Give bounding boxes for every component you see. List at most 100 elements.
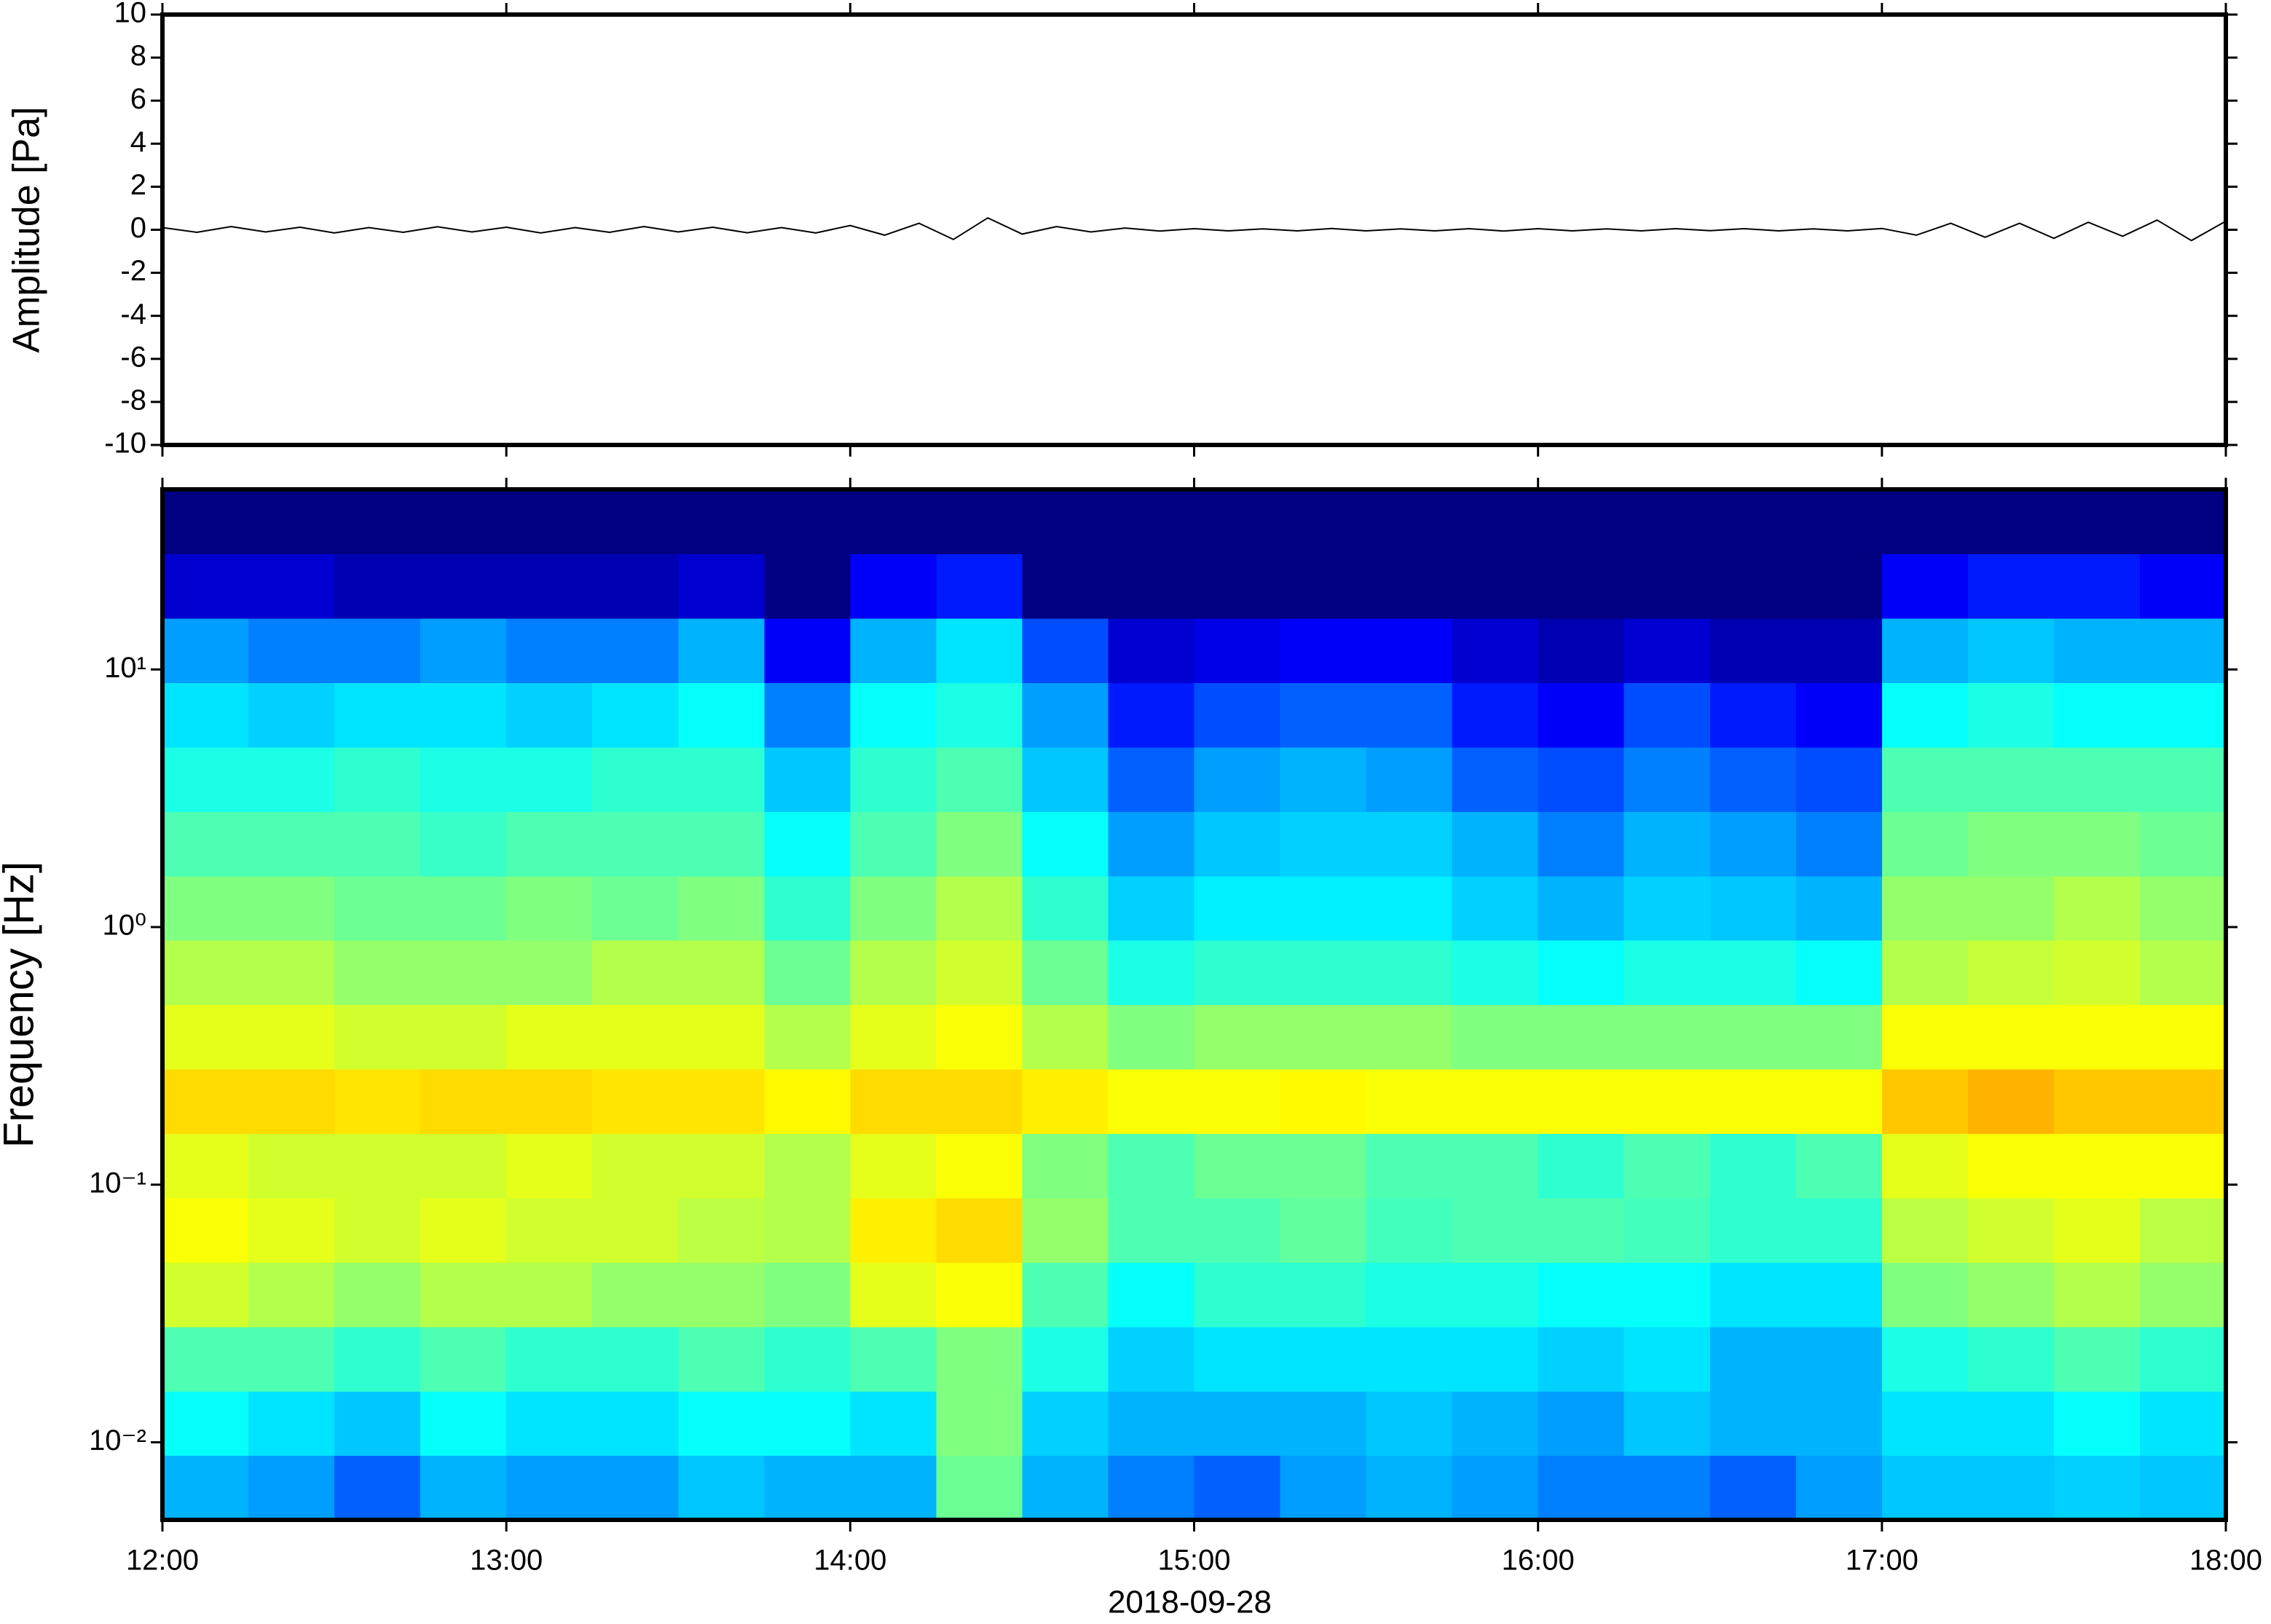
spectrogram-cell — [506, 1069, 593, 1135]
spectrogram-cell — [1623, 489, 1711, 555]
spectrogram-cell — [1709, 1004, 1797, 1070]
spectrogram-cell — [1280, 940, 1367, 1006]
spectrogram-cell — [1881, 940, 1969, 1006]
spectrogram-cell — [248, 1455, 335, 1521]
spectrogram-cell — [2053, 553, 2141, 619]
spectrogram-cell — [1194, 875, 1281, 941]
spectrogram-cell — [1881, 875, 1969, 941]
spectrogram-cell — [1194, 553, 1281, 619]
spectrogram-cell — [592, 1133, 679, 1199]
spectrogram-cell — [936, 1004, 1023, 1070]
spectrogram-cell — [2053, 1391, 2141, 1457]
spectrogram-cell — [1022, 1391, 1109, 1457]
spectrogram-cell — [1022, 811, 1109, 877]
spectrogram-cell — [1452, 1069, 1539, 1135]
spectrogram-cell — [1881, 1133, 1969, 1199]
spectrogram-cell — [506, 1004, 593, 1070]
spectrogram-cell — [162, 1197, 249, 1263]
spectrogram-cell — [248, 553, 335, 619]
spectrogram-cell — [1881, 1455, 1969, 1521]
spectrogram-cell — [420, 811, 507, 877]
spectrogram-cell — [162, 1069, 249, 1135]
spectrogram-cell — [1709, 489, 1797, 555]
spectrogram-cell — [850, 1391, 937, 1457]
spectrogram-cell — [1709, 682, 1797, 748]
spectrogram-cell — [1452, 1004, 1539, 1070]
spectrogram-cell — [162, 682, 249, 748]
spectrogram-cell — [1538, 682, 1625, 748]
y-tick-label: -2 — [120, 255, 146, 287]
spectrogram-cell — [1194, 1262, 1281, 1328]
spectrogram-cell — [592, 553, 679, 619]
spectrogram-cell — [506, 1197, 593, 1263]
spectrogram-cell — [1022, 1133, 1109, 1199]
spectrogram-cell — [1967, 553, 2055, 619]
spectrogram-cell — [1280, 1455, 1367, 1521]
spectrogram-cell — [1108, 1069, 1195, 1135]
spectrogram-cell — [764, 746, 851, 812]
spectrogram-cell — [334, 1391, 421, 1457]
spectrogram-cell — [248, 746, 335, 812]
spectrogram-cell — [592, 746, 679, 812]
spectrogram-cell — [1108, 811, 1195, 877]
spectrogram-cell — [2053, 1133, 2141, 1199]
spectrogram-cell — [1967, 940, 2055, 1006]
spectrogram-cell — [2139, 1004, 2227, 1070]
spectrogram-cell — [764, 1004, 851, 1070]
spectrogram-cell — [1709, 618, 1797, 683]
spectrogram-cell — [1538, 1197, 1625, 1263]
spectrogram-cell — [1280, 682, 1367, 748]
spectrogram-cell — [592, 811, 679, 877]
spectrogram-cell — [1366, 1069, 1453, 1135]
spectrogram-cell — [506, 682, 593, 748]
spectrogram-cell — [162, 489, 249, 555]
spectrogram-cell — [1709, 1391, 1797, 1457]
spectrogram-cell — [1452, 489, 1539, 555]
spectrogram-cell — [592, 1455, 679, 1521]
spectrogram-cell — [1280, 553, 1367, 619]
spectrogram-cell — [1022, 682, 1109, 748]
spectrogram-cell — [678, 1455, 765, 1521]
spectrogram-cell — [1538, 1391, 1625, 1457]
spectrogram-cell — [1795, 875, 1883, 941]
spectrogram-cell — [2053, 1004, 2141, 1070]
spectrogram-cell — [420, 1004, 507, 1070]
spectrogram-cell — [334, 682, 421, 748]
y-tick-label: -4 — [120, 298, 146, 330]
spectrogram-cell — [2139, 875, 2227, 941]
spectrogram-cell — [1366, 1004, 1453, 1070]
spectrogram-cell — [248, 489, 335, 555]
spectrogram-cell — [1881, 553, 1969, 619]
spectrogram-cell — [2139, 1326, 2227, 1392]
spectrogram-cell — [1967, 875, 2055, 941]
y-tick-label: -10 — [104, 427, 146, 460]
spectrogram-cell — [1280, 489, 1367, 555]
spectrogram-cell — [506, 811, 593, 877]
spectrogram-cell — [1452, 1197, 1539, 1263]
spectrogram-cell — [1280, 1069, 1367, 1135]
spectrogram-cell — [1795, 746, 1883, 812]
spectrogram-cell — [1108, 682, 1195, 748]
spectrogram-cell — [162, 875, 249, 941]
spectrogram-cell — [1366, 811, 1453, 877]
spectrogram-cell — [1452, 682, 1539, 748]
spectrogram-cell — [1366, 1455, 1453, 1521]
spectrogram-cell — [936, 811, 1023, 877]
spectrogram-cell — [1623, 1133, 1711, 1199]
spectrogram-cell — [1108, 1004, 1195, 1070]
frame — [160, 12, 2228, 447]
spectrogram-cell — [2053, 1326, 2141, 1392]
spectrogram-cell — [1022, 1197, 1109, 1263]
spectrogram-cell — [936, 1262, 1023, 1328]
spectrogram-cell — [850, 618, 937, 683]
spectrogram-cell — [1108, 489, 1195, 555]
spectrogram-cell — [1623, 875, 1711, 941]
x-tick-label: 17:00 — [1846, 1545, 1918, 1577]
spectrogram-cell — [592, 1326, 679, 1392]
spectrogram-cell — [162, 553, 249, 619]
spectrogram-cell — [1967, 1262, 2055, 1328]
spectrogram-cell — [1366, 1262, 1453, 1328]
spectrogram-cell — [1795, 940, 1883, 1006]
spectrogram-cell — [420, 1069, 507, 1135]
spectrogram-cell — [1194, 811, 1281, 877]
